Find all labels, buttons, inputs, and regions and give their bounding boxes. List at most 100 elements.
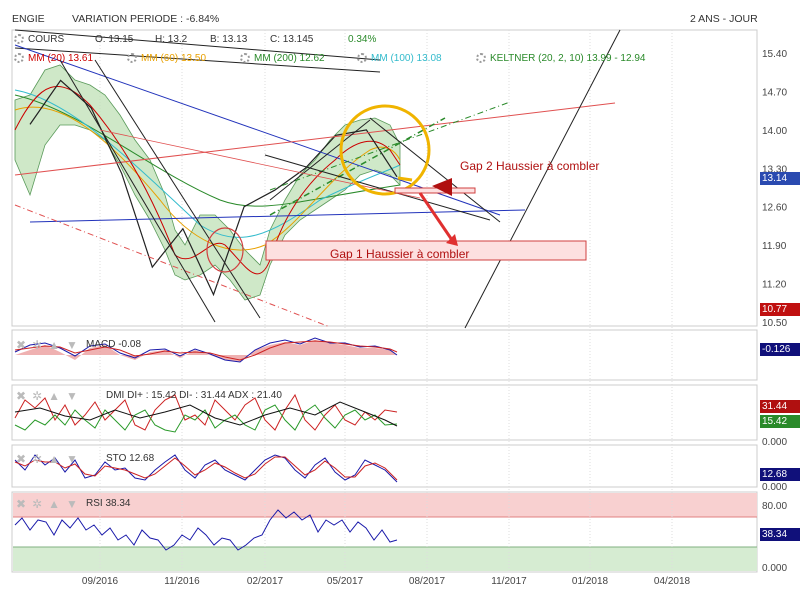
arrow-down-icon: ▼ — [66, 497, 78, 511]
open-value: O: 13.15 — [95, 34, 134, 45]
trend-lines — [14, 29, 621, 329]
gap1-arrow-head — [446, 234, 458, 246]
highlight-circle — [339, 104, 431, 196]
yellow-arrow — [397, 176, 413, 182]
mm200-line — [14, 94, 401, 207]
rsi-line — [14, 509, 398, 551]
close-icon: ✖ — [16, 452, 27, 466]
symbol-label: ENGIE — [12, 13, 45, 25]
rsi-panel-frame — [11, 491, 758, 573]
arrow-up-icon: ▲ — [48, 389, 61, 403]
period-label[interactable]: 2 ANS - JOUR — [690, 13, 758, 25]
mm200-label: MM (200) 12.62 — [254, 53, 325, 64]
macd-label: MACD -0.08 — [86, 339, 142, 350]
rsi-value-badge: 38.34 — [760, 528, 800, 541]
dmi-zero: 0.000 — [762, 437, 788, 448]
gap2-annotation: Gap 2 Haussier à combler — [460, 159, 600, 173]
y-tick-label: 14.70 — [762, 87, 787, 98]
mm60-label: MM (60) 13.50 — [141, 53, 207, 64]
mm100-legend[interactable]: MM (100) 13.08 — [357, 53, 442, 64]
arrow-up-icon: ▲ — [48, 338, 61, 352]
mm100-label: MM (100) 13.08 — [371, 53, 442, 64]
dmi-tools[interactable]: ✖ ✲ ▲ ▼ — [16, 389, 84, 403]
x-tick-label: 01/2018 — [572, 576, 609, 587]
x-tick-label: 11/2017 — [491, 576, 527, 587]
x-tick-label: 05/2017 — [327, 576, 364, 587]
macd-value-badge: -0.126 — [760, 343, 800, 356]
macd-tools[interactable]: ✖ ✲ ▲ ▼ — [16, 338, 84, 352]
rsi-top: 80.00 — [762, 501, 788, 512]
x-tick-label: 04/2018 — [654, 576, 691, 587]
macd-signal — [14, 340, 398, 361]
x-grid — [99, 30, 673, 572]
variation-label: VARIATION PERIODE : -6.84% — [72, 13, 220, 25]
close-pct: 0.34% — [348, 34, 377, 45]
mm20-label: MM (20) 13.61 — [28, 53, 94, 64]
mm20-legend[interactable]: MM (20) 13.61 — [14, 53, 93, 64]
sto-line — [14, 454, 398, 483]
sto-value-badge: 12.68 — [760, 468, 800, 481]
y-tick-label: 14.00 — [762, 126, 787, 137]
mm60-line — [14, 106, 401, 251]
gear-icon[interactable] — [240, 53, 250, 64]
cours-label: COURS — [28, 34, 65, 45]
gear-icon[interactable] — [476, 53, 486, 64]
low-value: B: 13.13 — [210, 34, 248, 45]
close-icon: ✖ — [16, 497, 27, 511]
close-icon: ✖ — [16, 338, 27, 352]
arrow-down-icon: ▼ — [66, 389, 78, 403]
gear-icon[interactable] — [357, 53, 367, 64]
mm20-line — [14, 86, 401, 275]
gear-icon: ✲ — [32, 452, 43, 466]
dmi-di-minus — [14, 393, 398, 431]
gear-icon[interactable] — [14, 34, 24, 45]
arrow-down-icon: ▼ — [66, 452, 78, 466]
low-circle — [206, 227, 244, 273]
dmi-panel-frame — [11, 384, 758, 441]
dmi-di-plus — [14, 404, 398, 433]
x-tick-label: 11/2016 — [164, 576, 200, 587]
price-series-line — [29, 79, 398, 297]
arrow-up-icon: ▲ — [48, 452, 61, 466]
close-icon: ✖ — [16, 389, 27, 403]
y-tick-label: 10.50 — [762, 318, 787, 329]
y-tick-label: 12.60 — [762, 203, 787, 214]
y-tick-label: 11.90 — [762, 241, 787, 252]
gear-icon: ✲ — [32, 497, 43, 511]
y-tick-label: 11.20 — [762, 280, 787, 291]
gear-icon[interactable] — [14, 53, 24, 64]
rsi-overbought-zone — [13, 493, 757, 517]
close-value: C: 13.145 — [270, 34, 314, 45]
gear-icon: ✲ — [32, 389, 43, 403]
keltner-band — [14, 64, 401, 301]
keltner-legend[interactable]: KELTNER (20, 2, 10) 13.99 - 12.94 — [476, 53, 645, 64]
sto-tools[interactable]: ✖ ✲ ▲ ▼ — [16, 452, 84, 466]
dmi-minus-badge: 31.44 — [760, 400, 800, 413]
sto-panel-frame — [11, 444, 758, 488]
keltner-label: KELTNER (20, 2, 10) 13.99 - 12.94 — [490, 53, 646, 64]
x-tick-label: 09/2016 — [82, 576, 119, 587]
sto-signal — [14, 456, 398, 481]
x-tick-label: 08/2017 — [409, 576, 446, 587]
dmi-adx — [14, 401, 398, 427]
rsi-zero: 0.000 — [762, 563, 788, 574]
gear-icon[interactable] — [127, 53, 137, 64]
x-tick-label: 02/2017 — [247, 576, 284, 587]
price-panel-frame — [11, 29, 758, 327]
low-marker-badge: 10.77 — [760, 303, 800, 316]
sto-zero: 0.000 — [762, 482, 788, 493]
gap1-arrow — [418, 192, 454, 241]
mm60-legend[interactable]: MM (60) 13.50 — [127, 53, 206, 64]
gap1-zone — [265, 240, 587, 261]
y-tick-label: 13.30 — [762, 164, 787, 175]
arrow-down-icon: ▼ — [66, 338, 78, 352]
current-price-badge: 13.14 — [760, 172, 800, 185]
cours-legend[interactable]: COURS — [14, 34, 64, 45]
mm200-legend[interactable]: MM (200) 12.62 — [240, 53, 325, 64]
x-axis-labels: 09/2016 11/2016 02/2017 05/2017 08/2017 11/20… — [82, 576, 691, 587]
dmi-label: DMI DI+ : 15.42 DI- : 31.44 ADX : 21.40 — [106, 390, 282, 401]
arrow-up-icon: ▲ — [48, 497, 61, 511]
gap2-arrow-head — [432, 178, 452, 196]
rsi-tools[interactable]: ✖ ✲ ▲ ▼ — [16, 497, 84, 511]
